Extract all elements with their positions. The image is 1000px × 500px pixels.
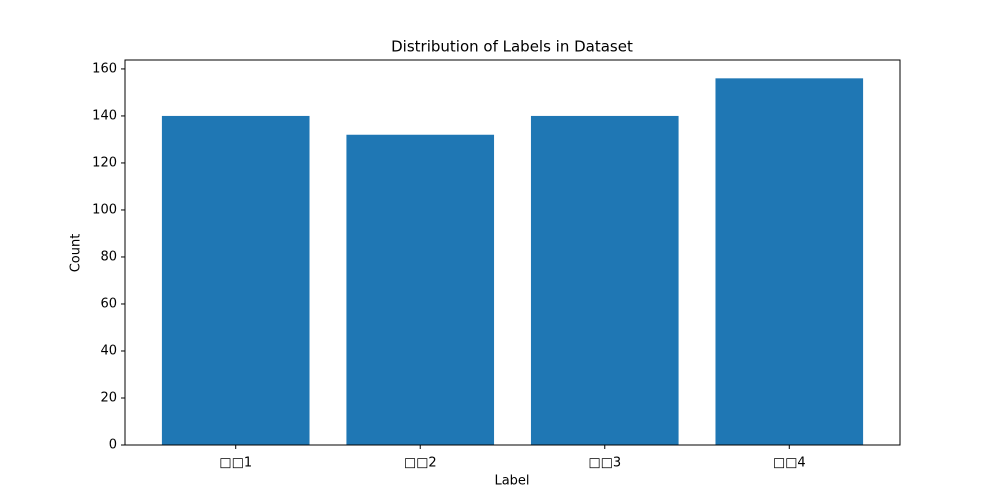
y-tick-label: 20 xyxy=(100,390,117,405)
y-tick-label: 100 xyxy=(92,202,117,217)
y-tick-label: 140 xyxy=(92,108,117,123)
plot-frame xyxy=(124,59,901,446)
x-tick-label: □□4 xyxy=(773,456,806,471)
y-tick-label: 80 xyxy=(100,249,117,264)
y-tick-label: 0 xyxy=(109,438,117,453)
y-tick-label: 60 xyxy=(100,296,117,311)
y-tick-label: 120 xyxy=(92,155,117,170)
bar xyxy=(161,115,310,445)
bar xyxy=(530,115,679,445)
x-tick-label: □□2 xyxy=(404,456,437,471)
bar xyxy=(715,78,864,445)
x-axis-label: Label xyxy=(494,474,529,489)
x-tick-label: □□3 xyxy=(588,456,621,471)
y-tick-label: 160 xyxy=(92,61,117,76)
bar xyxy=(346,134,495,445)
y-tick-label: 40 xyxy=(100,343,117,358)
y-axis-label: Count xyxy=(69,234,84,273)
chart-title: Distribution of Labels in Dataset xyxy=(391,38,633,56)
x-tick-label: □□1 xyxy=(219,456,252,471)
